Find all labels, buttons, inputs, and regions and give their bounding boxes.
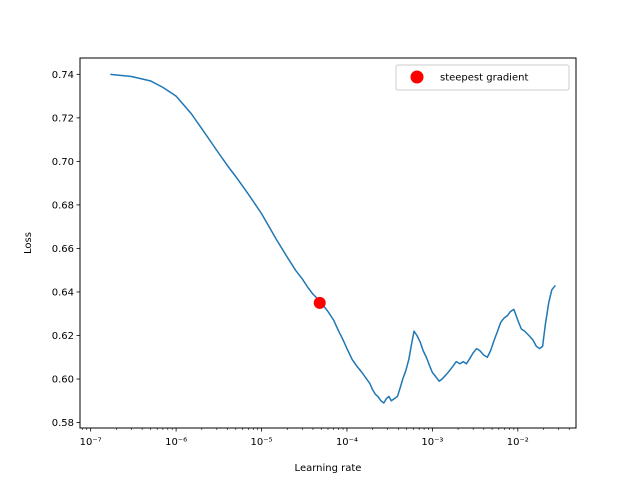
y-tick-label: 0.62	[52, 331, 74, 342]
y-axis-label: Loss	[23, 232, 34, 254]
legend-box	[395, 64, 570, 91]
plot-background	[80, 58, 576, 428]
y-tick-label: 0.72	[52, 113, 74, 124]
y-tick-label: 0.70	[52, 157, 74, 168]
y-tick-label: 0.74	[52, 70, 74, 81]
steepest-gradient-marker	[313, 296, 326, 309]
x-tick-label: 10⁻⁵	[251, 437, 273, 448]
x-tick-label: 10⁻⁴	[336, 437, 358, 448]
y-tick-label: 0.58	[52, 418, 74, 429]
legend: steepest gradient	[395, 64, 570, 91]
legend-label: steepest gradient	[440, 73, 528, 84]
plot-frame	[79, 57, 577, 429]
x-axis-ticks: 10⁻⁷ 10⁻⁶ 10⁻⁵ 10⁻⁴ 10⁻³ 10⁻²	[80, 428, 570, 448]
y-tick-label: 0.68	[52, 200, 74, 211]
x-tick-label: 10⁻²	[507, 437, 529, 448]
y-tick-label: 0.66	[52, 244, 74, 255]
y-tick-label: 0.64	[52, 287, 74, 298]
loss-curve	[110, 73, 556, 404]
legend-marker-icon	[410, 70, 424, 84]
x-tick-label: 10⁻⁶	[165, 437, 187, 448]
x-tick-label: 10⁻⁷	[80, 437, 102, 448]
x-axis-label: Learning rate	[295, 463, 362, 474]
y-tick-label: 0.60	[52, 375, 74, 386]
x-tick-label: 10⁻³	[421, 437, 443, 448]
plot-area	[110, 73, 556, 404]
y-axis-ticks: 0.58 0.60 0.62 0.64 0.66 0.68 0.70 0.72 0.74	[52, 70, 80, 429]
